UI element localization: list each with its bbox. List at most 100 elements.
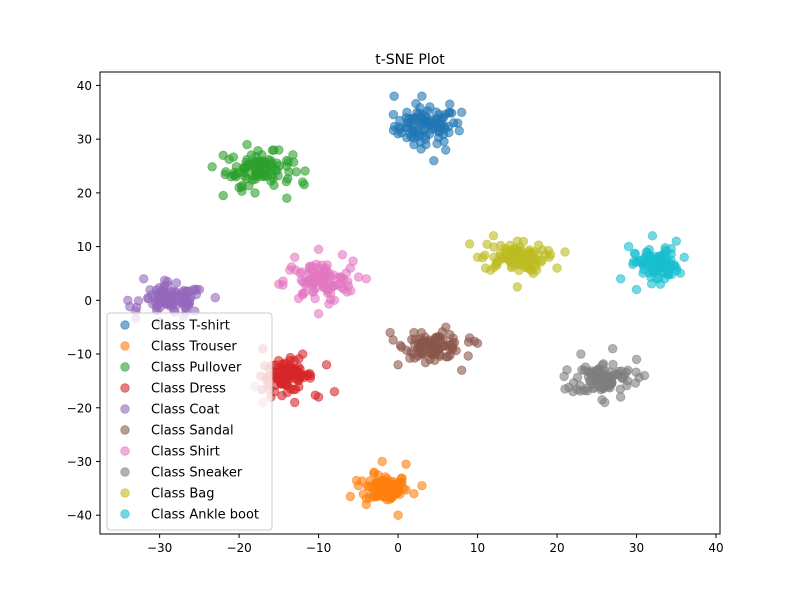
data-point <box>396 473 407 483</box>
chart-title: t-SNE Plot <box>375 52 445 68</box>
data-point <box>277 391 287 401</box>
x-tick-label: 30 <box>629 541 644 555</box>
data-point <box>221 167 231 177</box>
data-point <box>288 150 298 160</box>
data-point <box>291 367 302 378</box>
series-class-coat <box>123 274 220 327</box>
legend-marker <box>120 320 130 330</box>
data-point <box>506 262 517 273</box>
data-point <box>396 127 407 138</box>
data-point <box>488 231 499 241</box>
data-point <box>408 349 418 359</box>
data-point <box>560 247 570 257</box>
data-point <box>403 122 413 132</box>
points-layer <box>123 91 689 520</box>
data-point <box>489 252 499 263</box>
legend-marker <box>120 467 130 477</box>
data-point <box>417 480 427 491</box>
data-point <box>399 483 409 494</box>
data-point <box>629 248 640 258</box>
data-point <box>345 491 356 502</box>
data-point <box>281 176 291 187</box>
data-point <box>412 107 422 118</box>
data-point <box>463 351 473 361</box>
data-point <box>251 151 261 162</box>
data-point <box>281 379 291 389</box>
data-point <box>631 354 642 365</box>
data-point <box>469 336 480 346</box>
data-point <box>615 274 626 284</box>
data-point <box>552 263 562 273</box>
data-point <box>531 261 541 271</box>
data-point <box>564 382 574 393</box>
data-point <box>663 270 673 280</box>
data-point <box>523 248 533 259</box>
data-point <box>239 163 250 174</box>
y-tick-label: 10 <box>77 240 92 254</box>
data-point <box>514 254 524 264</box>
data-point <box>171 278 182 288</box>
data-point <box>649 257 659 267</box>
data-point <box>179 285 189 296</box>
data-point <box>444 107 455 118</box>
legend-box <box>106 312 273 531</box>
data-point <box>416 327 427 338</box>
series-class-t-shirt <box>388 91 467 166</box>
data-point <box>631 284 642 295</box>
data-point <box>395 340 406 351</box>
data-point <box>369 492 380 502</box>
data-point <box>631 367 641 377</box>
legend: Class T-shirt Class Trouser Class Pullover… <box>106 312 273 531</box>
legend-marker <box>120 488 130 498</box>
data-point <box>482 239 492 249</box>
data-point <box>300 166 310 176</box>
data-point <box>269 145 279 155</box>
data-point <box>671 236 681 246</box>
legend-label: Class Ankle boot <box>151 508 259 523</box>
data-point <box>414 132 424 142</box>
data-point <box>449 118 459 128</box>
data-point <box>152 300 163 311</box>
data-point <box>441 145 451 155</box>
data-point <box>419 115 429 126</box>
data-point <box>642 247 653 258</box>
data-point <box>607 343 618 354</box>
data-point <box>342 276 353 287</box>
x-tick-label: −10 <box>306 541 331 555</box>
series-class-sneaker <box>559 343 650 408</box>
data-point <box>313 309 324 319</box>
data-point <box>433 343 443 354</box>
data-point <box>268 173 278 184</box>
data-point <box>417 91 427 101</box>
data-point <box>326 295 336 305</box>
data-point <box>323 285 333 295</box>
data-point <box>228 152 239 162</box>
data-point <box>242 139 252 150</box>
data-point <box>456 365 467 375</box>
data-point <box>650 265 660 275</box>
data-point <box>190 285 200 295</box>
legend-marker <box>120 362 130 372</box>
data-point <box>623 241 634 252</box>
data-point <box>411 98 421 109</box>
data-point <box>628 259 638 269</box>
data-point <box>429 155 439 166</box>
data-point <box>348 256 358 266</box>
data-point <box>156 286 167 297</box>
data-point <box>313 244 324 254</box>
legend-label: Class Sneaker <box>151 466 243 481</box>
data-point <box>512 282 523 292</box>
data-point <box>361 274 371 284</box>
data-point <box>337 249 348 260</box>
data-point <box>520 262 530 272</box>
series-class-dress <box>256 343 340 408</box>
data-point <box>572 384 582 395</box>
data-point <box>679 252 689 263</box>
data-point <box>170 286 180 296</box>
y-tick-label: −40 <box>67 509 92 523</box>
x-tick-label: −20 <box>226 541 251 555</box>
legend-marker <box>120 425 130 435</box>
data-point <box>441 352 451 362</box>
legend-label: Class Pullover <box>151 361 242 376</box>
